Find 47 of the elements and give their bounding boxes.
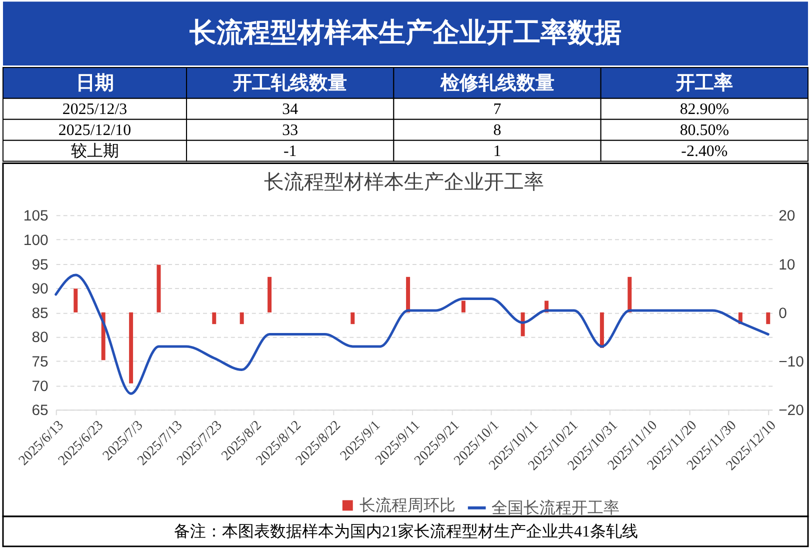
bar	[766, 312, 770, 324]
y2-tick-label: 10	[778, 256, 796, 274]
bar	[212, 312, 216, 324]
y-tick-label: 75	[32, 354, 48, 371]
bar	[350, 312, 355, 324]
text: 长流程型材样本生产企业开工率数据	[188, 18, 622, 48]
bar	[74, 288, 78, 312]
y-tick-label: 95	[32, 256, 48, 274]
text: 33	[282, 122, 298, 139]
y2-tick-label: −20	[778, 402, 804, 420]
y2-tick-label: 20	[778, 208, 796, 225]
category-label: 较上期	[70, 142, 119, 160]
y-tick-label: 85	[32, 304, 48, 322]
text: 7	[493, 100, 502, 118]
category-label: 2025/12/10	[58, 122, 132, 139]
y-tick-label: 90	[32, 280, 48, 298]
legend-label: 全国长流程开工率	[491, 498, 620, 517]
bar	[240, 312, 244, 324]
text: 34	[282, 100, 298, 118]
line-series	[54, 274, 770, 395]
chart-title: 长流程型材样本生产企业开工率	[264, 171, 544, 194]
text: -2.40%	[681, 142, 728, 160]
bar	[406, 276, 410, 312]
category-label: 2025/12/3	[62, 100, 128, 118]
y-tick-label: 70	[32, 378, 48, 395]
y2-tick-label: 0	[778, 304, 787, 322]
text: 8	[493, 122, 502, 139]
y-tick-label: 65	[32, 402, 48, 420]
category-label: 开工率	[674, 72, 733, 94]
y-tick-label: 105	[23, 208, 48, 225]
legend-label: 长流程周环比	[360, 496, 456, 514]
bar	[600, 312, 604, 348]
text: 80.50%	[680, 122, 730, 139]
category-label: 开工轧线数量	[232, 72, 348, 94]
text: 1	[493, 142, 502, 160]
y-tick-label: 100	[23, 232, 48, 249]
category-label: 检修轧线数量	[439, 72, 554, 94]
y-tick-label: 80	[32, 329, 48, 346]
text: 备注：本图表数据样本为国内21家长流程型材生产企业共41条轧线	[174, 522, 638, 540]
text: -1	[283, 142, 297, 160]
bar	[268, 276, 272, 312]
bar	[461, 300, 466, 312]
bar	[628, 276, 632, 312]
y2-tick-label: −10	[778, 354, 804, 371]
text: 日期	[76, 72, 114, 94]
bar	[129, 312, 134, 384]
text: 82.90%	[680, 100, 730, 118]
